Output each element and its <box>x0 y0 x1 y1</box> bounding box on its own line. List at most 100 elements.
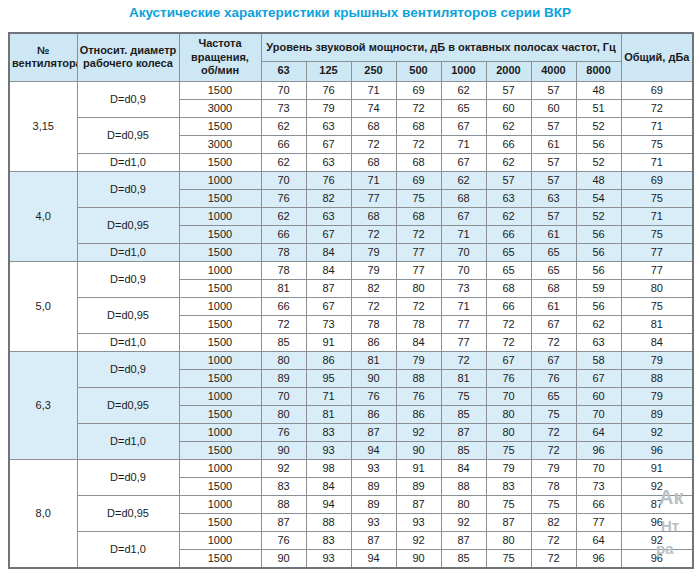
level-cell-500hz: 79 <box>396 351 441 369</box>
level-cell-8000hz: 56 <box>576 243 621 261</box>
total-dba-cell: 75 <box>621 225 693 243</box>
total-dba-cell: 91 <box>621 459 693 477</box>
level-cell-250hz: 78 <box>351 315 396 333</box>
level-cell-63hz: 62 <box>261 117 306 135</box>
level-cell-1000hz: 87 <box>441 531 486 549</box>
total-dba-cell: 77 <box>621 243 693 261</box>
speed-cell: 1000 <box>179 495 261 513</box>
fan-number-cell: 3,15 <box>9 81 77 171</box>
level-cell-63hz: 70 <box>261 387 306 405</box>
level-cell-125hz: 84 <box>306 261 351 279</box>
header-impeller-diameter: Относит. диаметр рабочего колеса <box>77 33 179 81</box>
total-dba-cell: 96 <box>621 441 693 459</box>
speed-cell: 1000 <box>179 351 261 369</box>
total-dba-cell: 84 <box>621 333 693 351</box>
diameter-cell: D=d1,0 <box>77 531 179 568</box>
level-cell-1000hz: 71 <box>441 135 486 153</box>
speed-cell: 1500 <box>179 279 261 297</box>
speed-cell: 1500 <box>179 513 261 531</box>
header-rotation-speed: Частота вращения, об/мин <box>179 33 261 81</box>
level-cell-1000hz: 84 <box>441 459 486 477</box>
header-fan-number: № вентилятора <box>9 33 77 81</box>
header-frequency-1000: 1000 <box>441 61 486 81</box>
level-cell-8000hz: 56 <box>576 135 621 153</box>
level-cell-125hz: 73 <box>306 315 351 333</box>
speed-cell: 1000 <box>179 171 261 189</box>
total-dba-cell: 89 <box>621 405 693 423</box>
level-cell-2000hz: 62 <box>486 153 531 171</box>
level-cell-1000hz: 67 <box>441 207 486 225</box>
level-cell-500hz: 93 <box>396 513 441 531</box>
level-cell-8000hz: 73 <box>576 477 621 495</box>
table-row: D=d1,01000768387928780726492 <box>9 531 693 549</box>
table-row: D=d0,951000889489878075756687 <box>9 495 693 513</box>
level-cell-8000hz: 60 <box>576 387 621 405</box>
level-cell-63hz: 80 <box>261 405 306 423</box>
level-cell-63hz: 92 <box>261 459 306 477</box>
level-cell-1000hz: 68 <box>441 189 486 207</box>
level-cell-1000hz: 67 <box>441 153 486 171</box>
level-cell-4000hz: 82 <box>531 513 576 531</box>
level-cell-2000hz: 63 <box>486 189 531 207</box>
level-cell-125hz: 86 <box>306 351 351 369</box>
level-cell-63hz: 90 <box>261 549 306 568</box>
level-cell-125hz: 63 <box>306 117 351 135</box>
speed-cell: 3000 <box>179 135 261 153</box>
level-cell-500hz: 92 <box>396 423 441 441</box>
speed-cell: 1500 <box>179 153 261 171</box>
level-cell-8000hz: 63 <box>576 333 621 351</box>
level-cell-250hz: 89 <box>351 495 396 513</box>
level-cell-63hz: 87 <box>261 513 306 531</box>
speed-cell: 1000 <box>179 387 261 405</box>
table-row: 3,15D=d0,91500707671696257574869 <box>9 81 693 99</box>
level-cell-500hz: 77 <box>396 261 441 279</box>
level-cell-4000hz: 65 <box>531 387 576 405</box>
level-cell-63hz: 89 <box>261 369 306 387</box>
level-cell-8000hz: 52 <box>576 153 621 171</box>
level-cell-4000hz: 57 <box>531 171 576 189</box>
diameter-cell: D=d0,95 <box>77 207 179 243</box>
fan-number-cell: 6,3 <box>9 351 77 459</box>
level-cell-2000hz: 62 <box>486 117 531 135</box>
level-cell-1000hz: 70 <box>441 243 486 261</box>
total-dba-cell: 71 <box>621 117 693 135</box>
diameter-cell: D=d1,0 <box>77 243 179 261</box>
level-cell-1000hz: 92 <box>441 513 486 531</box>
diameter-cell: D=d0,9 <box>77 261 179 297</box>
level-cell-1000hz: 72 <box>441 351 486 369</box>
level-cell-500hz: 92 <box>396 531 441 549</box>
speed-cell: 1500 <box>179 477 261 495</box>
level-cell-8000hz: 52 <box>576 117 621 135</box>
level-cell-4000hz: 65 <box>531 243 576 261</box>
level-cell-250hz: 87 <box>351 423 396 441</box>
level-cell-2000hz: 80 <box>486 531 531 549</box>
level-cell-125hz: 81 <box>306 405 351 423</box>
level-cell-2000hz: 72 <box>486 315 531 333</box>
watermark-fragment: Ак <box>659 486 683 509</box>
level-cell-500hz: 88 <box>396 369 441 387</box>
level-cell-8000hz: 48 <box>576 171 621 189</box>
level-cell-63hz: 70 <box>261 171 306 189</box>
level-cell-250hz: 79 <box>351 261 396 279</box>
level-cell-63hz: 73 <box>261 99 306 117</box>
table-row: D=d1,01500626368686762575271 <box>9 153 693 171</box>
level-cell-500hz: 90 <box>396 441 441 459</box>
level-cell-2000hz: 66 <box>486 297 531 315</box>
speed-cell: 1000 <box>179 423 261 441</box>
header-frequency-8000: 8000 <box>576 61 621 81</box>
header-frequency-250: 250 <box>351 61 396 81</box>
level-cell-1000hz: 62 <box>441 81 486 99</box>
level-cell-63hz: 62 <box>261 207 306 225</box>
level-cell-63hz: 78 <box>261 261 306 279</box>
level-cell-500hz: 68 <box>396 207 441 225</box>
total-dba-cell: 75 <box>621 135 693 153</box>
level-cell-125hz: 83 <box>306 423 351 441</box>
level-cell-125hz: 71 <box>306 387 351 405</box>
level-cell-125hz: 95 <box>306 369 351 387</box>
table-row: 6,3D=d0,91000808681797267675879 <box>9 351 693 369</box>
speed-cell: 1500 <box>179 117 261 135</box>
level-cell-500hz: 72 <box>396 225 441 243</box>
level-cell-500hz: 78 <box>396 315 441 333</box>
level-cell-250hz: 90 <box>351 369 396 387</box>
speed-cell: 1000 <box>179 531 261 549</box>
